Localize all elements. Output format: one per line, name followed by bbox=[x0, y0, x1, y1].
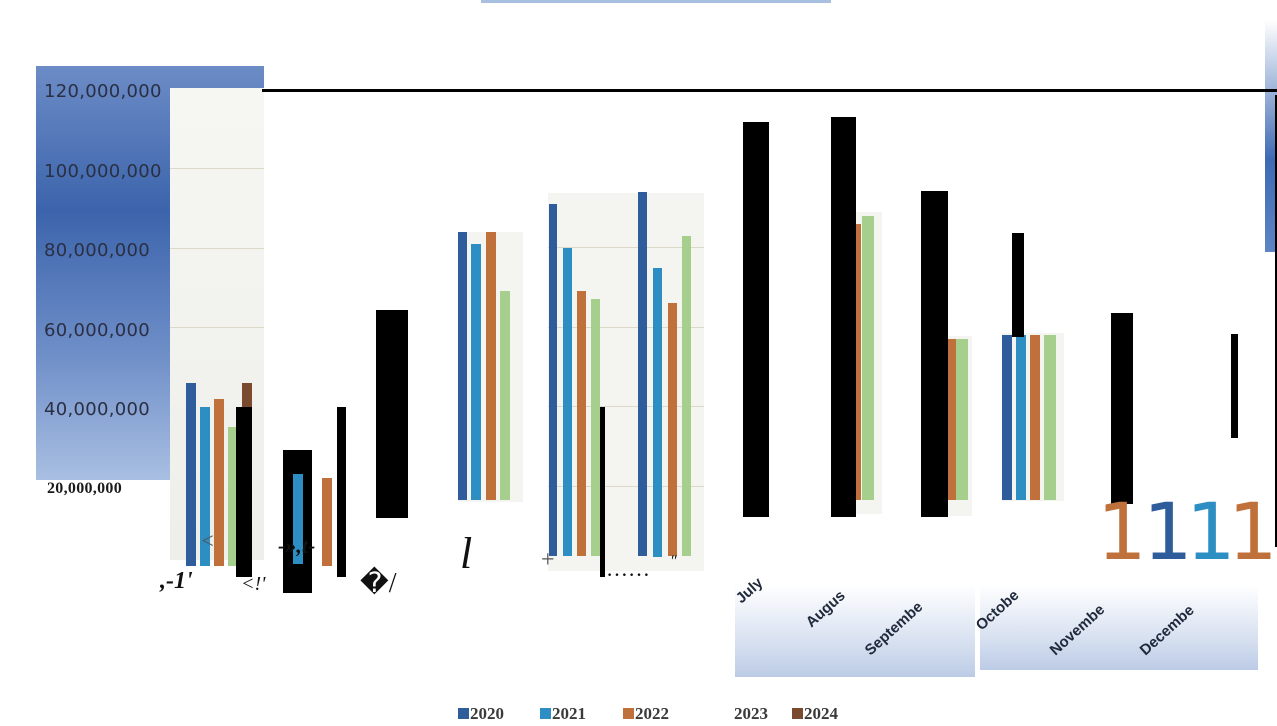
gridline bbox=[548, 406, 704, 407]
legend-item: 2023 bbox=[734, 704, 768, 724]
legend-label: 2023 bbox=[734, 704, 768, 723]
bar-2020 bbox=[458, 232, 467, 500]
legend-label: 2020 bbox=[470, 704, 504, 723]
bar-2023 bbox=[228, 427, 238, 566]
gridline bbox=[548, 486, 704, 487]
redaction-bar bbox=[236, 407, 252, 577]
bar-2021 bbox=[1016, 335, 1026, 500]
gridline bbox=[548, 247, 704, 248]
plot-fragment bbox=[548, 193, 704, 571]
y-tick-label: 20,000,000 bbox=[47, 480, 122, 497]
legend-label: 2021 bbox=[552, 704, 586, 723]
legend-label: 2024 bbox=[804, 704, 838, 723]
bar-2021 bbox=[200, 407, 210, 566]
legend-item: 2020 bbox=[458, 704, 504, 724]
y-tick-label: 40,000,000 bbox=[44, 399, 151, 420]
large-digit: 1 bbox=[1228, 488, 1277, 578]
gridline bbox=[170, 327, 264, 328]
scan-mark: <!' bbox=[241, 573, 266, 595]
scan-mark: l bbox=[460, 529, 473, 578]
bar-2020 bbox=[1002, 335, 1012, 500]
bar-2022 bbox=[668, 303, 677, 556]
legend-swatch bbox=[458, 708, 469, 719]
scan-mark: ,-1' bbox=[160, 568, 193, 594]
legend-label: 2022 bbox=[635, 704, 669, 723]
gridline bbox=[170, 248, 264, 249]
bar-2020 bbox=[186, 383, 196, 566]
month-label-panel bbox=[980, 585, 1258, 670]
bar-2021 bbox=[653, 268, 662, 557]
bar-2023 bbox=[1044, 335, 1056, 500]
gridline-120m bbox=[262, 89, 1277, 92]
scan-mark: < bbox=[200, 528, 215, 553]
legend-swatch bbox=[540, 708, 551, 719]
scan-mark: ″ bbox=[671, 553, 678, 570]
legend-item: 2021 bbox=[540, 704, 586, 724]
redaction-bar bbox=[831, 117, 856, 517]
legend-swatch bbox=[623, 708, 634, 719]
bar-2022 bbox=[948, 339, 956, 500]
redaction-bar bbox=[743, 122, 769, 517]
large-digit: 1 bbox=[1186, 488, 1236, 578]
bar-2021 bbox=[563, 248, 572, 556]
right-blue-bar bbox=[1265, 20, 1277, 252]
bar-2021-fragment bbox=[293, 474, 303, 564]
gridline bbox=[170, 168, 264, 169]
y-tick-label: 100,000,000 bbox=[44, 161, 162, 182]
bar-2021 bbox=[471, 244, 481, 500]
y-tick-label: 80,000,000 bbox=[44, 240, 151, 261]
scan-mark: …… bbox=[606, 556, 650, 581]
bar-2022 bbox=[486, 232, 496, 500]
legend-item: 2022 bbox=[623, 704, 669, 724]
y-tick-label: 120,000,000 bbox=[44, 81, 162, 102]
large-digit: 1 bbox=[1143, 488, 1193, 578]
redaction-bar bbox=[376, 310, 408, 518]
gridline bbox=[548, 327, 704, 328]
bar-2023 bbox=[956, 339, 968, 500]
bar-2022 bbox=[322, 478, 332, 566]
large-digit: 1 bbox=[1097, 488, 1147, 578]
bar-2022 bbox=[1030, 335, 1040, 500]
bar-2020 bbox=[549, 204, 557, 556]
redaction-bar bbox=[600, 407, 605, 577]
scan-mark: + bbox=[541, 547, 555, 573]
bar-2022 bbox=[577, 291, 586, 556]
bar-2023 bbox=[500, 291, 510, 500]
bar-2023 bbox=[682, 236, 691, 556]
scan-mark: �/ bbox=[360, 568, 397, 599]
redaction-bar bbox=[921, 191, 948, 517]
bar-2023 bbox=[862, 216, 874, 500]
redaction-bar bbox=[1111, 313, 1133, 504]
bar-2022 bbox=[855, 224, 861, 500]
redaction-bar bbox=[1012, 233, 1024, 337]
month-label-panel bbox=[735, 585, 975, 677]
scan-mark: -»,t- bbox=[278, 533, 316, 558]
y-tick-label: 60,000,000 bbox=[44, 320, 151, 341]
bar-2020 bbox=[638, 192, 647, 556]
legend-item: 2024 bbox=[792, 704, 838, 724]
legend-swatch bbox=[792, 708, 803, 719]
redaction-bar bbox=[1231, 334, 1238, 438]
bar-2023 bbox=[591, 299, 600, 556]
top-blue-strip bbox=[481, 0, 831, 3]
redaction-bar bbox=[337, 407, 346, 577]
redaction-bar bbox=[1275, 95, 1277, 547]
bar-2022 bbox=[214, 399, 224, 566]
